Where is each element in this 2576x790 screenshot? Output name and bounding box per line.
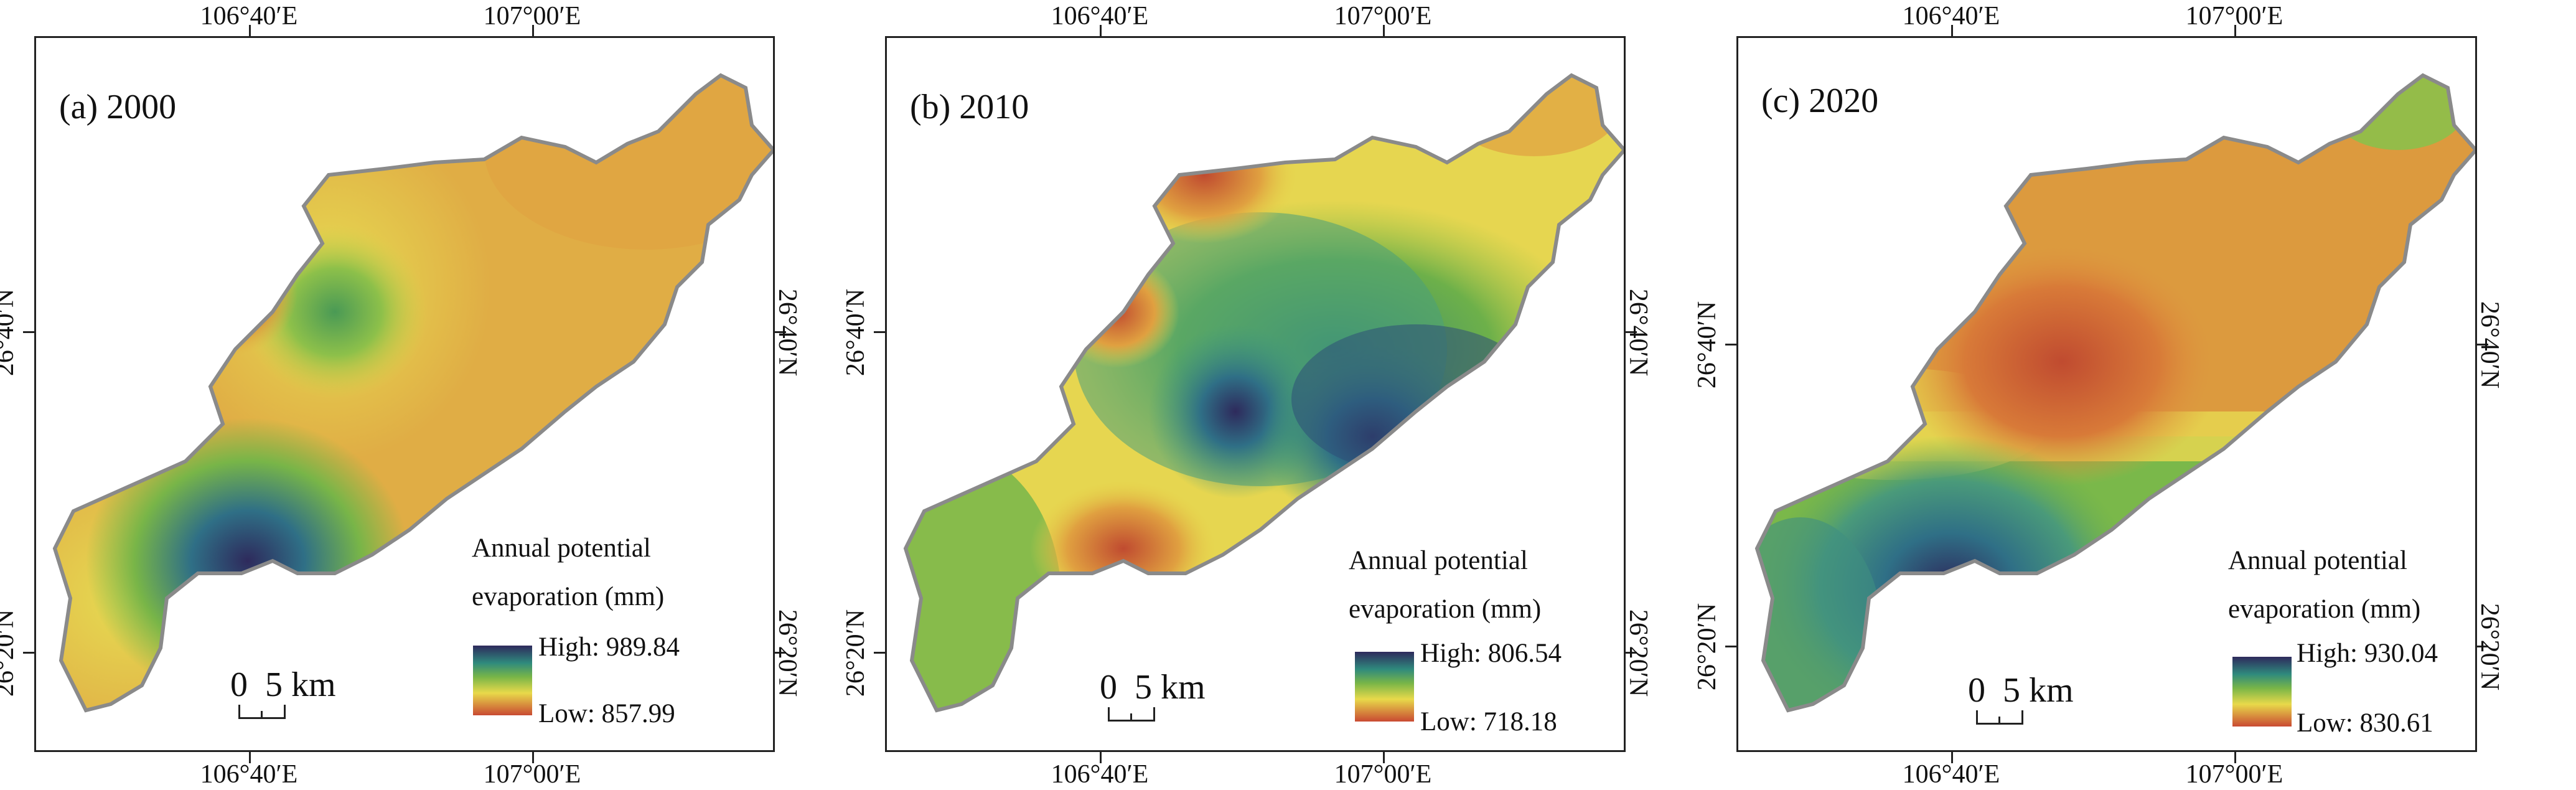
legend-low: Low: 718.18 — [1420, 707, 1557, 736]
tick-bot-1 — [1951, 752, 1953, 763]
scale-bar — [238, 705, 286, 719]
scale-bar-tick — [261, 711, 263, 717]
panel-label: (b) 2010 — [910, 88, 1029, 126]
tick-bot-2 — [1383, 752, 1385, 763]
lon-label-bottom: 106°40′E — [200, 760, 298, 789]
region-boundary — [903, 73, 1624, 713]
scale-bar — [1108, 707, 1155, 722]
legend-high: High: 806.54 — [1420, 639, 1562, 668]
lat-label-right: 26°40′N — [2475, 301, 2504, 389]
panel-b: (b) 2010 106°40′E 107°00′E 106°40′E 107°… — [841, 0, 1685, 790]
lon-label-bottom: 107°00′E — [483, 760, 581, 789]
evaporation-map — [1754, 73, 2475, 713]
legend-color-ramp — [473, 646, 532, 715]
panel-label: (c) 2020 — [1761, 82, 1879, 120]
evaporation-map — [52, 73, 773, 713]
legend-high: High: 930.04 — [2297, 639, 2438, 668]
legend-title: Annual potential evaporation (mm) — [1349, 537, 1541, 634]
scale-bar — [1976, 710, 2023, 725]
tick-top-1 — [249, 25, 251, 36]
legend-title-line1: Annual potential — [2228, 546, 2407, 575]
lon-label-top: 106°40′E — [1051, 2, 1149, 31]
lon-label-bottom: 106°40′E — [1051, 760, 1149, 789]
scale-bar-tick — [1130, 713, 1132, 720]
lat-label-right: 26°40′N — [773, 288, 802, 377]
scale-label: 0 5 km — [1100, 668, 1206, 707]
tick-right-1 — [2477, 344, 2488, 346]
evaporation-map — [903, 73, 1624, 713]
tick-right-1 — [1626, 331, 1637, 333]
lat-label-left: 26°20′N — [841, 609, 871, 697]
panel-a: (a) 2000 106°40′E 107°00′E 106°40′E 107°… — [0, 0, 834, 790]
tick-bot-2 — [532, 752, 534, 763]
region-boundary — [1754, 73, 2475, 713]
tick-right-1 — [775, 331, 786, 333]
panel-label: (a) 2000 — [59, 88, 177, 126]
lat-label-right: 26°20′N — [773, 609, 802, 697]
lat-label-left: 26°20′N — [0, 609, 20, 697]
legend-low: Low: 830.61 — [2297, 708, 2433, 738]
tick-left-1 — [874, 331, 885, 333]
tick-right-2 — [2477, 646, 2488, 647]
lon-label-top: 107°00′E — [1334, 2, 1432, 31]
lat-label-left: 26°40′N — [0, 288, 20, 377]
panel-c: (c) 2020 106°40′E 107°00′E 106°40′E 107°… — [1693, 0, 2536, 790]
legend-title-line2: evaporation (mm) — [472, 582, 665, 611]
region-boundary — [52, 73, 773, 713]
tick-left-2 — [874, 652, 885, 654]
tick-bot-1 — [1100, 752, 1102, 763]
map-frame — [885, 36, 1626, 752]
lat-label-right: 26°20′N — [1624, 609, 1653, 697]
lon-label-top: 106°40′E — [200, 2, 298, 31]
scale-bar-tick — [1998, 717, 2000, 723]
scale-label: 0 5 km — [1968, 671, 2074, 710]
legend-title-line2: evaporation (mm) — [2228, 595, 2421, 624]
tick-right-2 — [1626, 652, 1637, 654]
lon-label-bottom: 107°00′E — [2185, 760, 2283, 789]
lon-label-top: 106°40′E — [1902, 2, 2000, 31]
legend-color-ramp — [2232, 657, 2292, 727]
tick-left-1 — [1725, 344, 1736, 346]
lat-label-left: 26°40′N — [841, 288, 871, 377]
tick-top-1 — [1951, 25, 1953, 36]
tick-top-2 — [2234, 25, 2236, 36]
legend-color-ramp — [1355, 652, 1414, 722]
legend-title-line1: Annual potential — [1349, 546, 1528, 575]
lat-label-left: 26°20′N — [1693, 603, 1722, 691]
tick-top-1 — [1100, 25, 1102, 36]
tick-right-2 — [775, 652, 786, 654]
tick-bot-1 — [249, 752, 251, 763]
tick-top-2 — [532, 25, 534, 36]
tick-bot-2 — [2234, 752, 2236, 763]
legend-title-line2: evaporation (mm) — [1349, 595, 1542, 624]
map-frame — [1736, 36, 2477, 752]
legend-low: Low: 857.99 — [538, 699, 675, 728]
tick-left-2 — [23, 652, 34, 654]
legend-title: Annual potential evaporation (mm) — [472, 524, 664, 621]
map-frame — [34, 36, 775, 752]
lon-label-top: 107°00′E — [483, 2, 581, 31]
lon-label-top: 107°00′E — [2185, 2, 2283, 31]
tick-left-2 — [1725, 646, 1736, 647]
legend-title-line1: Annual potential — [472, 534, 651, 563]
tick-top-2 — [1383, 25, 1385, 36]
lat-label-right: 26°40′N — [1624, 288, 1653, 377]
legend-high: High: 989.84 — [538, 632, 680, 662]
lon-label-bottom: 106°40′E — [1902, 760, 2000, 789]
lat-label-left: 26°40′N — [1693, 301, 1722, 389]
legend-title: Annual potential evaporation (mm) — [2228, 537, 2420, 634]
tick-left-1 — [23, 331, 34, 333]
scale-label: 0 5 km — [230, 665, 336, 704]
lon-label-bottom: 107°00′E — [1334, 760, 1432, 789]
lat-label-right: 26°20′N — [2475, 603, 2504, 691]
